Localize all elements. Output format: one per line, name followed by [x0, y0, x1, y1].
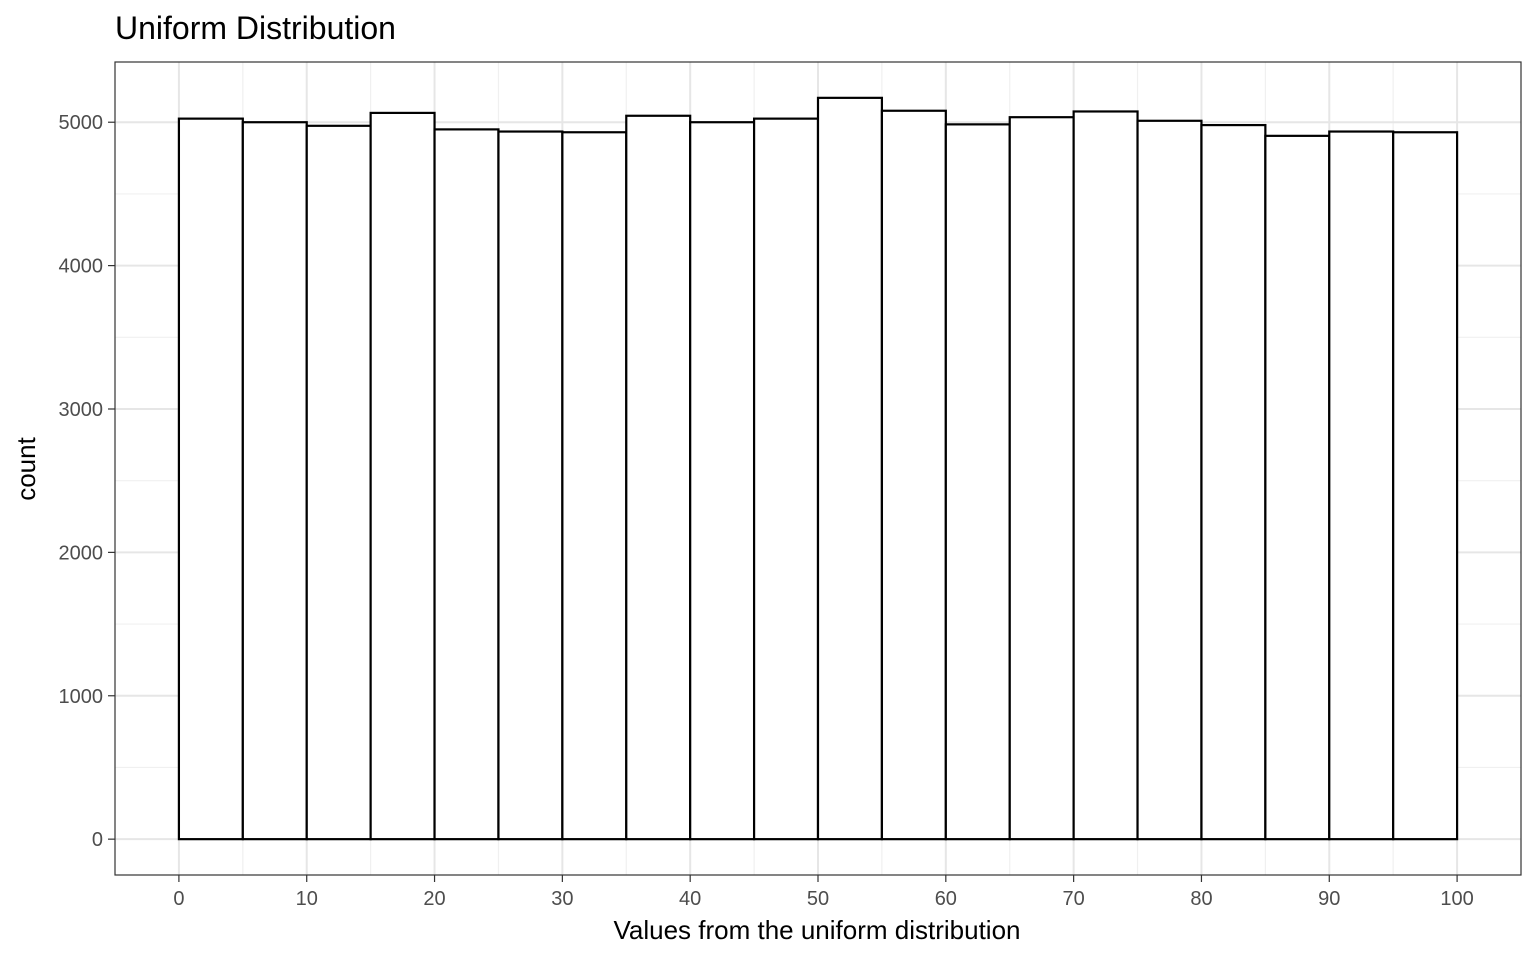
x-tick-label: 50 — [807, 888, 829, 910]
x-tick-label: 10 — [296, 888, 318, 910]
histogram-bar — [944, 123, 1011, 841]
y-tick-label: 1000 — [59, 686, 104, 708]
x-tick-label: 0 — [173, 888, 184, 910]
x-tick-label: 30 — [551, 888, 573, 910]
x-axis-ticks: 0 10 20 30 40 50 60 70 80 90 100 — [173, 875, 1474, 910]
x-tick-label: 80 — [1190, 888, 1212, 910]
histogram-bar — [497, 130, 564, 841]
y-axis-ticks: 0 1000 2000 3000 4000 5000 — [59, 112, 115, 851]
x-axis-title: Values from the uniform distribution — [613, 915, 1020, 945]
histogram-bar — [177, 117, 244, 841]
y-tick-label: 5000 — [59, 112, 104, 134]
histogram-bar — [305, 124, 372, 841]
x-tick-label: 100 — [1440, 888, 1473, 910]
histogram-bar — [1136, 119, 1203, 841]
histogram-bar — [433, 128, 500, 841]
x-tick-label: 60 — [935, 888, 957, 910]
histogram-bar — [752, 117, 820, 841]
histogram-bar — [1392, 131, 1459, 841]
histogram-bar — [1328, 130, 1395, 841]
y-tick-label: 4000 — [59, 256, 104, 278]
x-tick-label: 40 — [679, 888, 701, 910]
histogram-bar — [816, 96, 884, 841]
histogram-bar — [689, 121, 756, 841]
y-tick-label: 0 — [92, 829, 103, 851]
histogram-bar — [241, 121, 308, 841]
chart-title: Uniform Distribution — [115, 10, 396, 46]
y-axis-title: count — [11, 436, 41, 500]
histogram-bar — [1200, 123, 1267, 841]
histogram-bar — [1264, 134, 1331, 841]
histogram-bar — [880, 109, 947, 841]
histogram-bar — [561, 131, 628, 841]
x-tick-label: 20 — [423, 888, 445, 910]
histogram-bar — [369, 111, 436, 841]
histogram-bar — [1072, 110, 1139, 841]
histogram-bar — [1008, 116, 1075, 841]
y-tick-label: 3000 — [59, 399, 104, 421]
x-tick-label: 90 — [1318, 888, 1340, 910]
y-tick-label: 2000 — [59, 542, 104, 564]
histogram-bars — [177, 96, 1459, 841]
x-tick-label: 70 — [1063, 888, 1085, 910]
histogram-bar — [625, 114, 692, 841]
